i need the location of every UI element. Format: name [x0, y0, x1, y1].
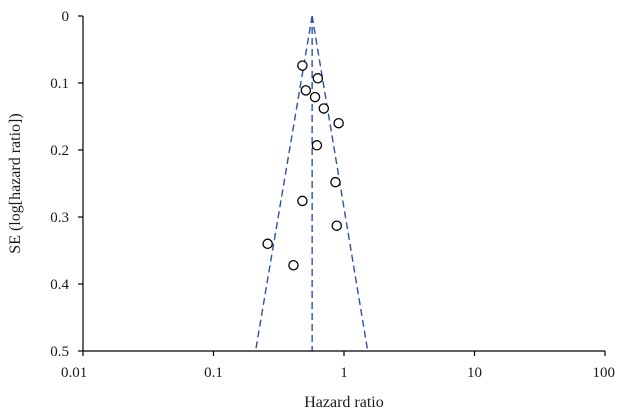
study-point [318, 103, 330, 114]
x-tick-label: 0.01 [61, 365, 87, 381]
y-tick-label: 0.2 [50, 143, 69, 159]
study-point [309, 91, 321, 103]
y-axis-ticks: 0 0.1 0.2 0.3 0.4 0.5 [50, 9, 83, 360]
x-axis-title: Hazard ratio [304, 394, 384, 411]
study-point [300, 85, 312, 96]
y-tick-label: 0.4 [50, 277, 69, 293]
y-tick-label: 0.3 [50, 210, 69, 226]
x-axis-ticks: 0.01 0.1 1 10 100 [61, 351, 615, 381]
study-point [331, 220, 343, 231]
x-tick-label: 10 [467, 365, 482, 381]
study-point [311, 140, 323, 151]
x-tick-label: 0.1 [204, 365, 223, 381]
study-point [297, 60, 308, 71]
y-axis-title: SE (log[hazard ratio]) [7, 113, 24, 253]
study-point [312, 73, 324, 84]
y-tick-label: 0 [62, 9, 70, 25]
funnel-lines [254, 15, 369, 352]
study-point [288, 259, 299, 271]
y-tick-label: 0.1 [50, 76, 69, 92]
study-points [262, 60, 344, 271]
study-point [330, 176, 341, 188]
x-tick-label: 1 [340, 365, 348, 381]
study-point [262, 238, 273, 250]
y-tick-label: 0.5 [50, 344, 69, 360]
study-point [333, 117, 344, 129]
study-point [297, 195, 308, 207]
funnel-lower-limit-line [254, 15, 313, 352]
x-tick-label: 100 [593, 365, 616, 381]
